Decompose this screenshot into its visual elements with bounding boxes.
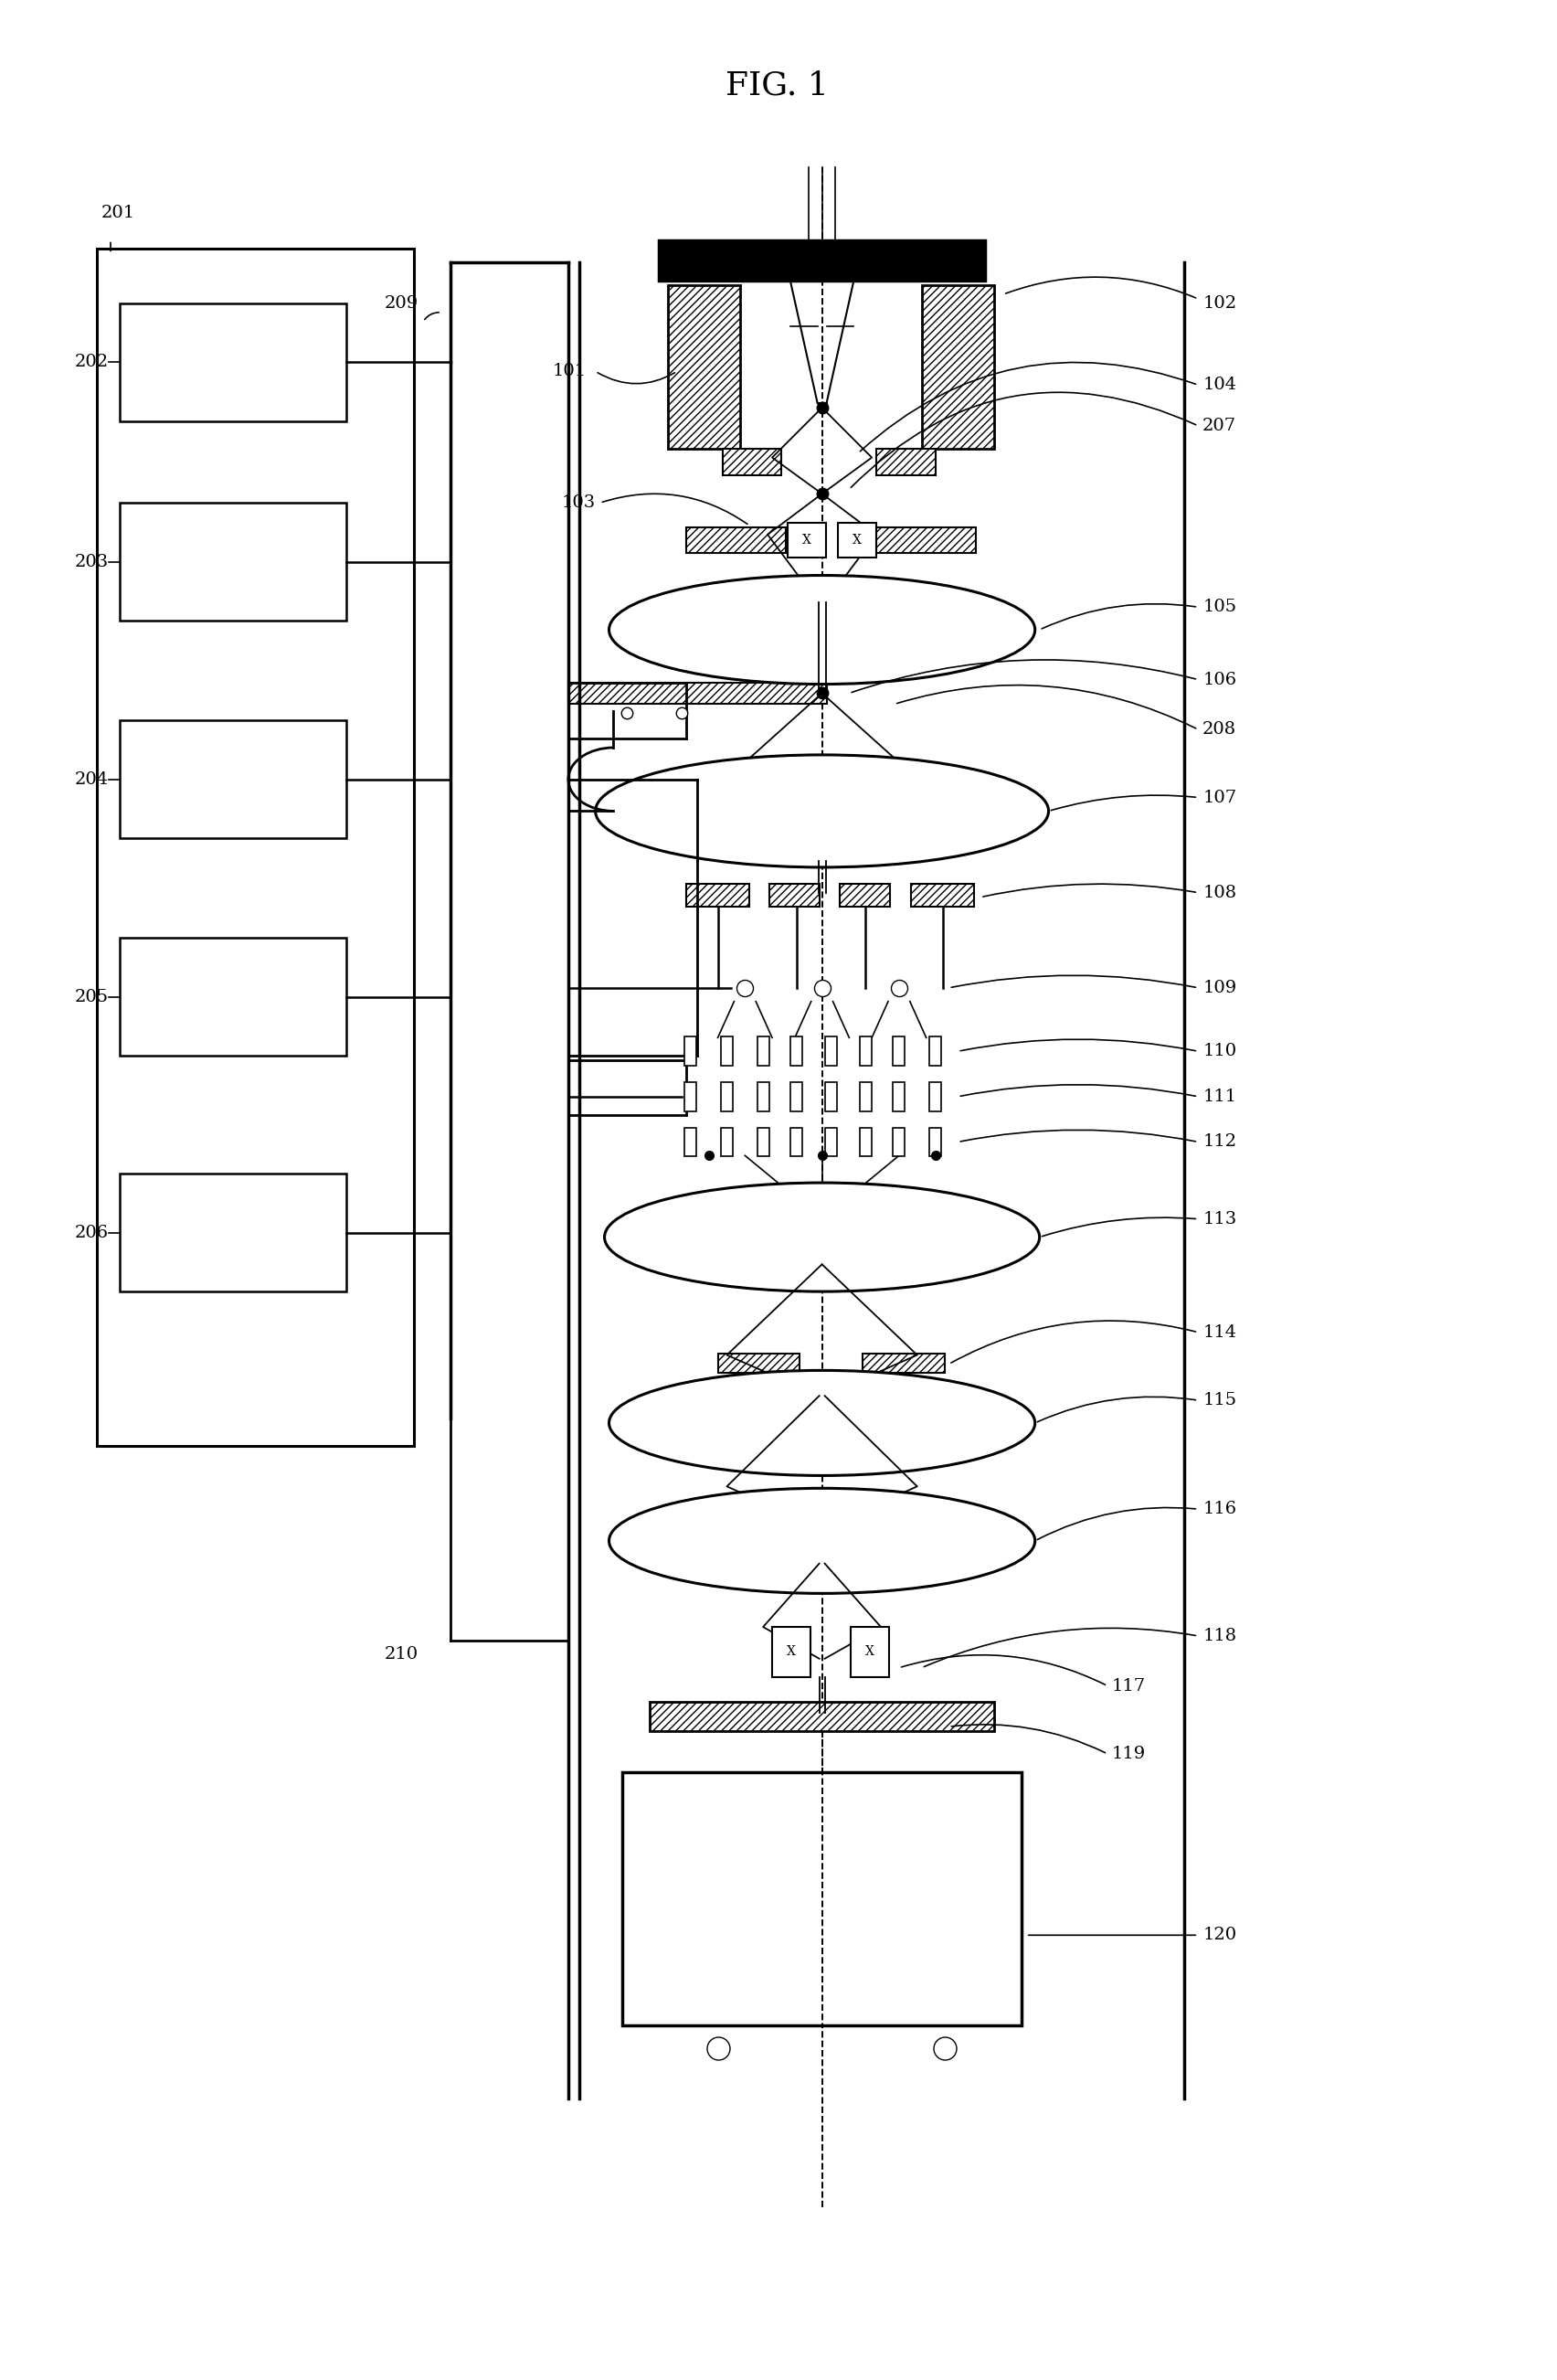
- Bar: [718, 1354, 799, 1373]
- Text: 114: 114: [1202, 1323, 1236, 1340]
- Text: 107: 107: [1202, 790, 1236, 807]
- Bar: [757, 1128, 769, 1157]
- Bar: [791, 1128, 802, 1157]
- Bar: [757, 1083, 769, 1111]
- Text: X: X: [786, 1645, 796, 1659]
- Bar: [911, 883, 975, 907]
- Bar: [922, 286, 995, 447]
- Bar: [852, 1628, 889, 1678]
- Text: 208: 208: [1202, 721, 1236, 738]
- Bar: [838, 524, 877, 557]
- Text: X: X: [866, 1645, 875, 1659]
- Bar: [659, 240, 986, 281]
- Text: 110: 110: [1202, 1042, 1236, 1059]
- Text: 104: 104: [1202, 376, 1236, 393]
- Bar: [685, 1128, 696, 1157]
- Bar: [685, 1083, 696, 1111]
- Bar: [877, 528, 976, 552]
- Ellipse shape: [595, 754, 1048, 866]
- Bar: [930, 1128, 940, 1157]
- Ellipse shape: [609, 1371, 1035, 1476]
- Text: 111: 111: [1202, 1088, 1236, 1104]
- Bar: [120, 502, 346, 621]
- Ellipse shape: [609, 576, 1035, 683]
- Bar: [721, 1083, 733, 1111]
- Bar: [568, 683, 827, 704]
- Text: 102: 102: [1202, 295, 1236, 312]
- Text: 203: 203: [75, 555, 109, 569]
- Bar: [863, 1354, 945, 1373]
- Bar: [649, 1702, 995, 1730]
- Text: 101: 101: [553, 364, 587, 381]
- Bar: [894, 1083, 905, 1111]
- Text: 201: 201: [101, 205, 135, 221]
- Ellipse shape: [604, 1183, 1040, 1292]
- Text: 207: 207: [1202, 416, 1236, 433]
- Bar: [930, 1083, 940, 1111]
- Text: 204: 204: [75, 771, 109, 788]
- Bar: [685, 1038, 696, 1066]
- Bar: [687, 528, 786, 552]
- Text: 112: 112: [1202, 1133, 1236, 1150]
- Bar: [877, 447, 936, 476]
- Text: 113: 113: [1202, 1211, 1236, 1228]
- Text: 206: 206: [75, 1223, 109, 1240]
- Bar: [769, 883, 819, 907]
- Bar: [825, 1083, 838, 1111]
- Bar: [791, 1038, 802, 1066]
- Bar: [859, 1038, 872, 1066]
- Text: 119: 119: [1112, 1745, 1146, 1761]
- Bar: [841, 883, 891, 907]
- Text: 109: 109: [1202, 981, 1236, 997]
- Bar: [894, 1128, 905, 1157]
- Bar: [721, 1128, 733, 1157]
- Text: 103: 103: [562, 495, 595, 512]
- Bar: [791, 1083, 802, 1111]
- Bar: [825, 1038, 838, 1066]
- Bar: [894, 1038, 905, 1066]
- Bar: [687, 883, 749, 907]
- Bar: [825, 1128, 838, 1157]
- Text: X: X: [802, 533, 811, 547]
- Text: 116: 116: [1202, 1502, 1236, 1518]
- Bar: [757, 1038, 769, 1066]
- Text: 210: 210: [385, 1647, 419, 1661]
- Ellipse shape: [609, 1488, 1035, 1592]
- Bar: [788, 524, 825, 557]
- Bar: [668, 286, 741, 447]
- Text: 202: 202: [75, 355, 109, 371]
- Text: 209: 209: [385, 295, 419, 312]
- Text: 120: 120: [1202, 1928, 1236, 1944]
- Bar: [930, 1038, 940, 1066]
- Bar: [120, 938, 346, 1057]
- Text: 205: 205: [75, 988, 109, 1004]
- Bar: [623, 1773, 1021, 2025]
- Text: FIG. 1: FIG. 1: [726, 71, 828, 102]
- Text: 115: 115: [1202, 1392, 1236, 1409]
- Bar: [120, 1173, 346, 1292]
- Bar: [721, 1038, 733, 1066]
- Bar: [859, 1083, 872, 1111]
- Bar: [859, 1128, 872, 1157]
- Text: 106: 106: [1202, 671, 1236, 688]
- Text: 118: 118: [1202, 1628, 1236, 1645]
- Text: X: X: [853, 533, 863, 547]
- Text: 108: 108: [1202, 885, 1236, 902]
- Bar: [722, 447, 782, 476]
- Bar: [120, 302, 346, 421]
- Bar: [772, 1628, 810, 1678]
- Text: 117: 117: [1112, 1678, 1146, 1695]
- Bar: [120, 721, 346, 838]
- Text: 105: 105: [1202, 600, 1236, 616]
- Bar: [97, 250, 414, 1445]
